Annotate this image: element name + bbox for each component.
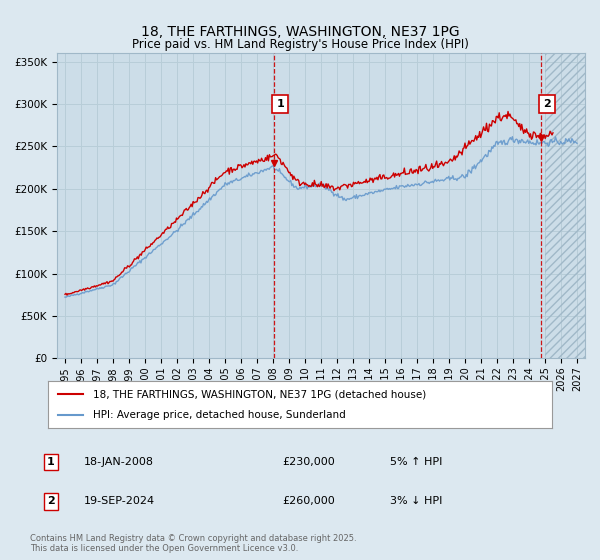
Text: 3% ↓ HPI: 3% ↓ HPI [390,496,442,506]
Bar [545,53,585,358]
Text: £230,000: £230,000 [282,457,335,467]
Text: 1: 1 [47,457,55,467]
Text: 1: 1 [276,99,284,109]
Text: £260,000: £260,000 [282,496,335,506]
Text: Price paid vs. HM Land Registry's House Price Index (HPI): Price paid vs. HM Land Registry's House … [131,38,469,51]
Text: 18, THE FARTHINGS, WASHINGTON, NE37 1PG: 18, THE FARTHINGS, WASHINGTON, NE37 1PG [140,25,460,39]
Text: 2: 2 [47,496,55,506]
Text: 5% ↑ HPI: 5% ↑ HPI [390,457,442,467]
Text: 18, THE FARTHINGS, WASHINGTON, NE37 1PG (detached house): 18, THE FARTHINGS, WASHINGTON, NE37 1PG … [94,389,427,399]
Text: Contains HM Land Registry data © Crown copyright and database right 2025.
This d: Contains HM Land Registry data © Crown c… [30,534,356,553]
Text: HPI: Average price, detached house, Sunderland: HPI: Average price, detached house, Sund… [94,410,346,420]
Text: 18-JAN-2008: 18-JAN-2008 [84,457,154,467]
Text: 2: 2 [543,99,551,109]
Bar [545,53,585,358]
Text: 19-SEP-2024: 19-SEP-2024 [84,496,155,506]
